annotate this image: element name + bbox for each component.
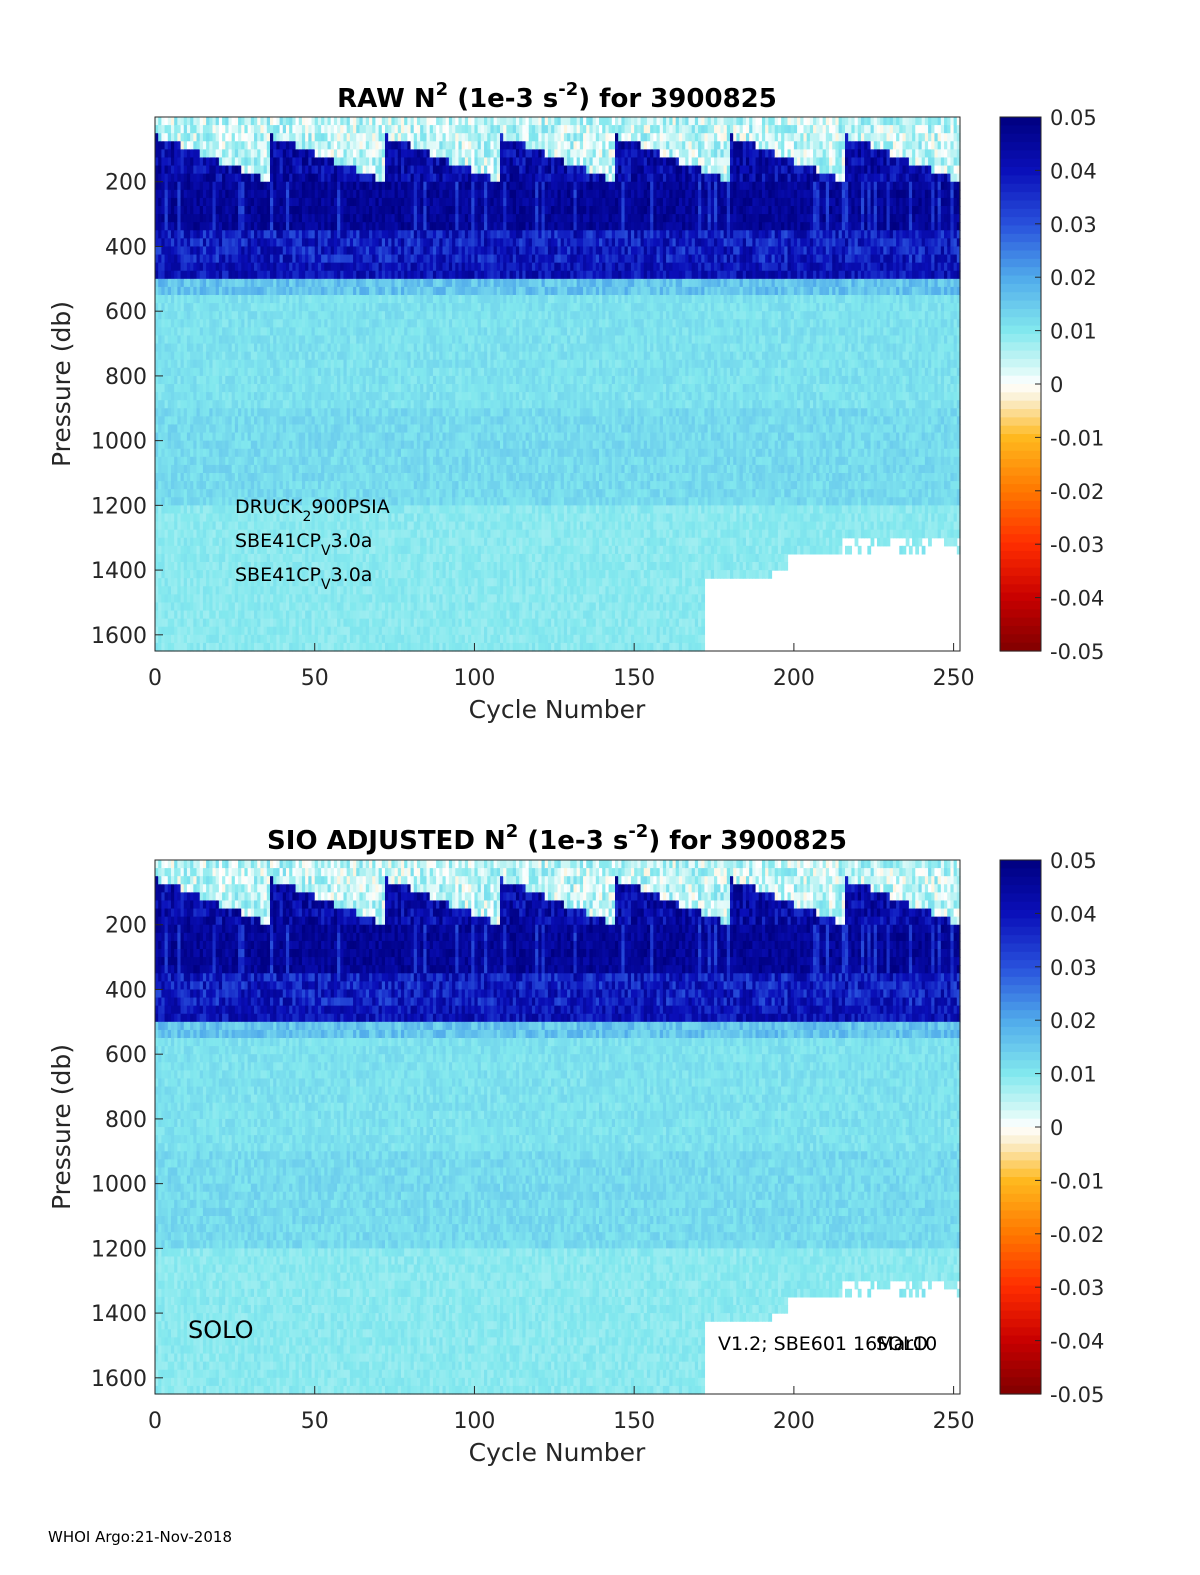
panel-raw: RAW N2 (1e-3 s-2) for 3900825 0 50 100 150 2… [47,79,1104,724]
chart-title: RAW N2 (1e-3 s-2) for 3900825 [337,79,777,114]
